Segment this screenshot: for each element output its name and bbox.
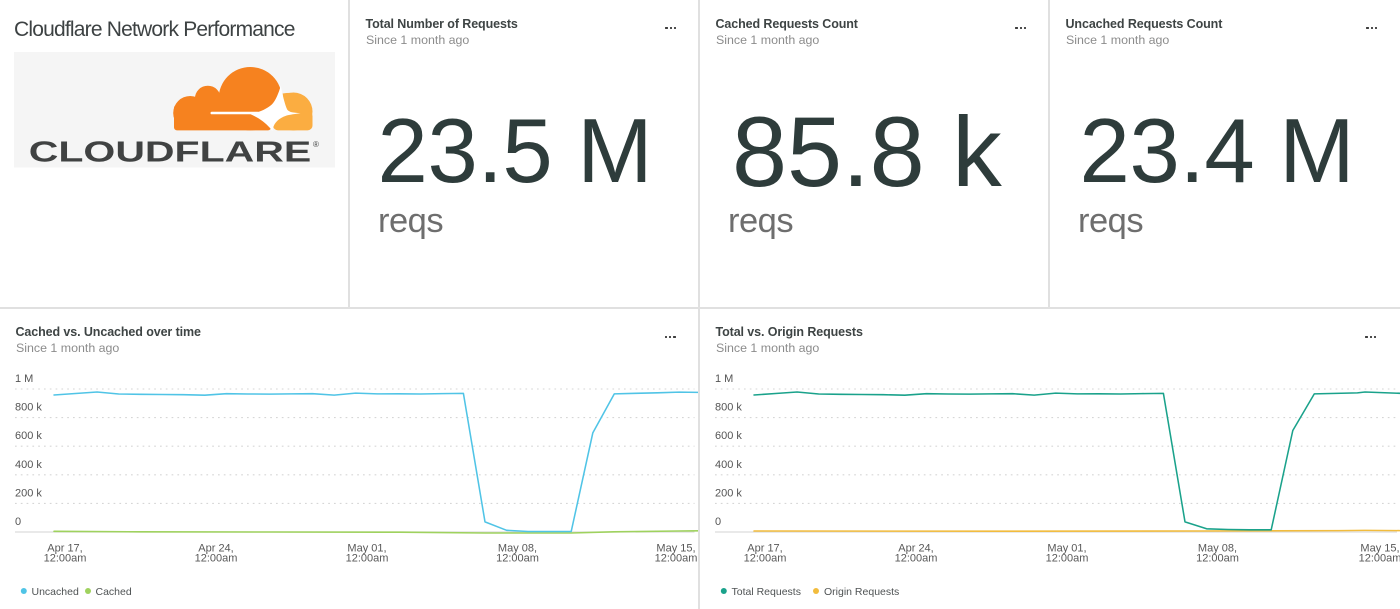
svg-text:200 k: 200 k — [715, 487, 742, 499]
svg-text:200 k: 200 k — [15, 487, 42, 499]
svg-text:1 M: 1 M — [15, 373, 33, 385]
svg-text:12:00am: 12:00am — [655, 552, 698, 564]
svg-text:®: ® — [313, 140, 319, 149]
svg-text:800 k: 800 k — [715, 401, 742, 413]
svg-text:12:00am: 12:00am — [1196, 552, 1239, 564]
svg-text:Apr 24,: Apr 24, — [198, 542, 233, 554]
svg-text:Apr 17,: Apr 17, — [47, 542, 82, 554]
svg-text:12:00am: 12:00am — [195, 552, 238, 564]
svg-text:12:00am: 12:00am — [895, 552, 938, 564]
svg-text:Origin Requests: Origin Requests — [824, 586, 899, 598]
svg-text:12:00am: 12:00am — [346, 552, 389, 564]
svg-text:May 15,: May 15, — [656, 542, 695, 554]
svg-text:12:00am: 12:00am — [496, 552, 539, 564]
svg-text:12:00am: 12:00am — [1046, 552, 1089, 564]
svg-text:CLOUDFLARE: CLOUDFLARE — [29, 136, 312, 168]
svg-text:400 k: 400 k — [715, 458, 742, 470]
svg-text:May 01,: May 01, — [1047, 542, 1086, 554]
svg-text:May 01,: May 01, — [347, 542, 386, 554]
svg-text:May 08,: May 08, — [498, 542, 537, 554]
svg-text:400 k: 400 k — [15, 458, 42, 470]
svg-text:Total Requests: Total Requests — [732, 586, 801, 598]
svg-text:600 k: 600 k — [15, 430, 42, 442]
svg-text:12:00am: 12:00am — [44, 552, 87, 564]
svg-text:12:00am: 12:00am — [744, 552, 787, 564]
svg-text:May 08,: May 08, — [1198, 542, 1237, 554]
svg-text:Apr 24,: Apr 24, — [898, 542, 933, 554]
svg-text:Cached: Cached — [96, 586, 132, 598]
svg-text:0: 0 — [15, 516, 21, 528]
svg-text:800 k: 800 k — [15, 401, 42, 413]
svg-text:12:00am: 12:00am — [1359, 552, 1400, 564]
svg-text:Uncached: Uncached — [32, 586, 79, 598]
svg-text:600 k: 600 k — [715, 430, 742, 442]
svg-text:1 M: 1 M — [715, 373, 733, 385]
svg-text:0: 0 — [715, 516, 721, 528]
svg-text:May 15,: May 15, — [1360, 542, 1399, 554]
svg-text:Apr 17,: Apr 17, — [747, 542, 782, 554]
